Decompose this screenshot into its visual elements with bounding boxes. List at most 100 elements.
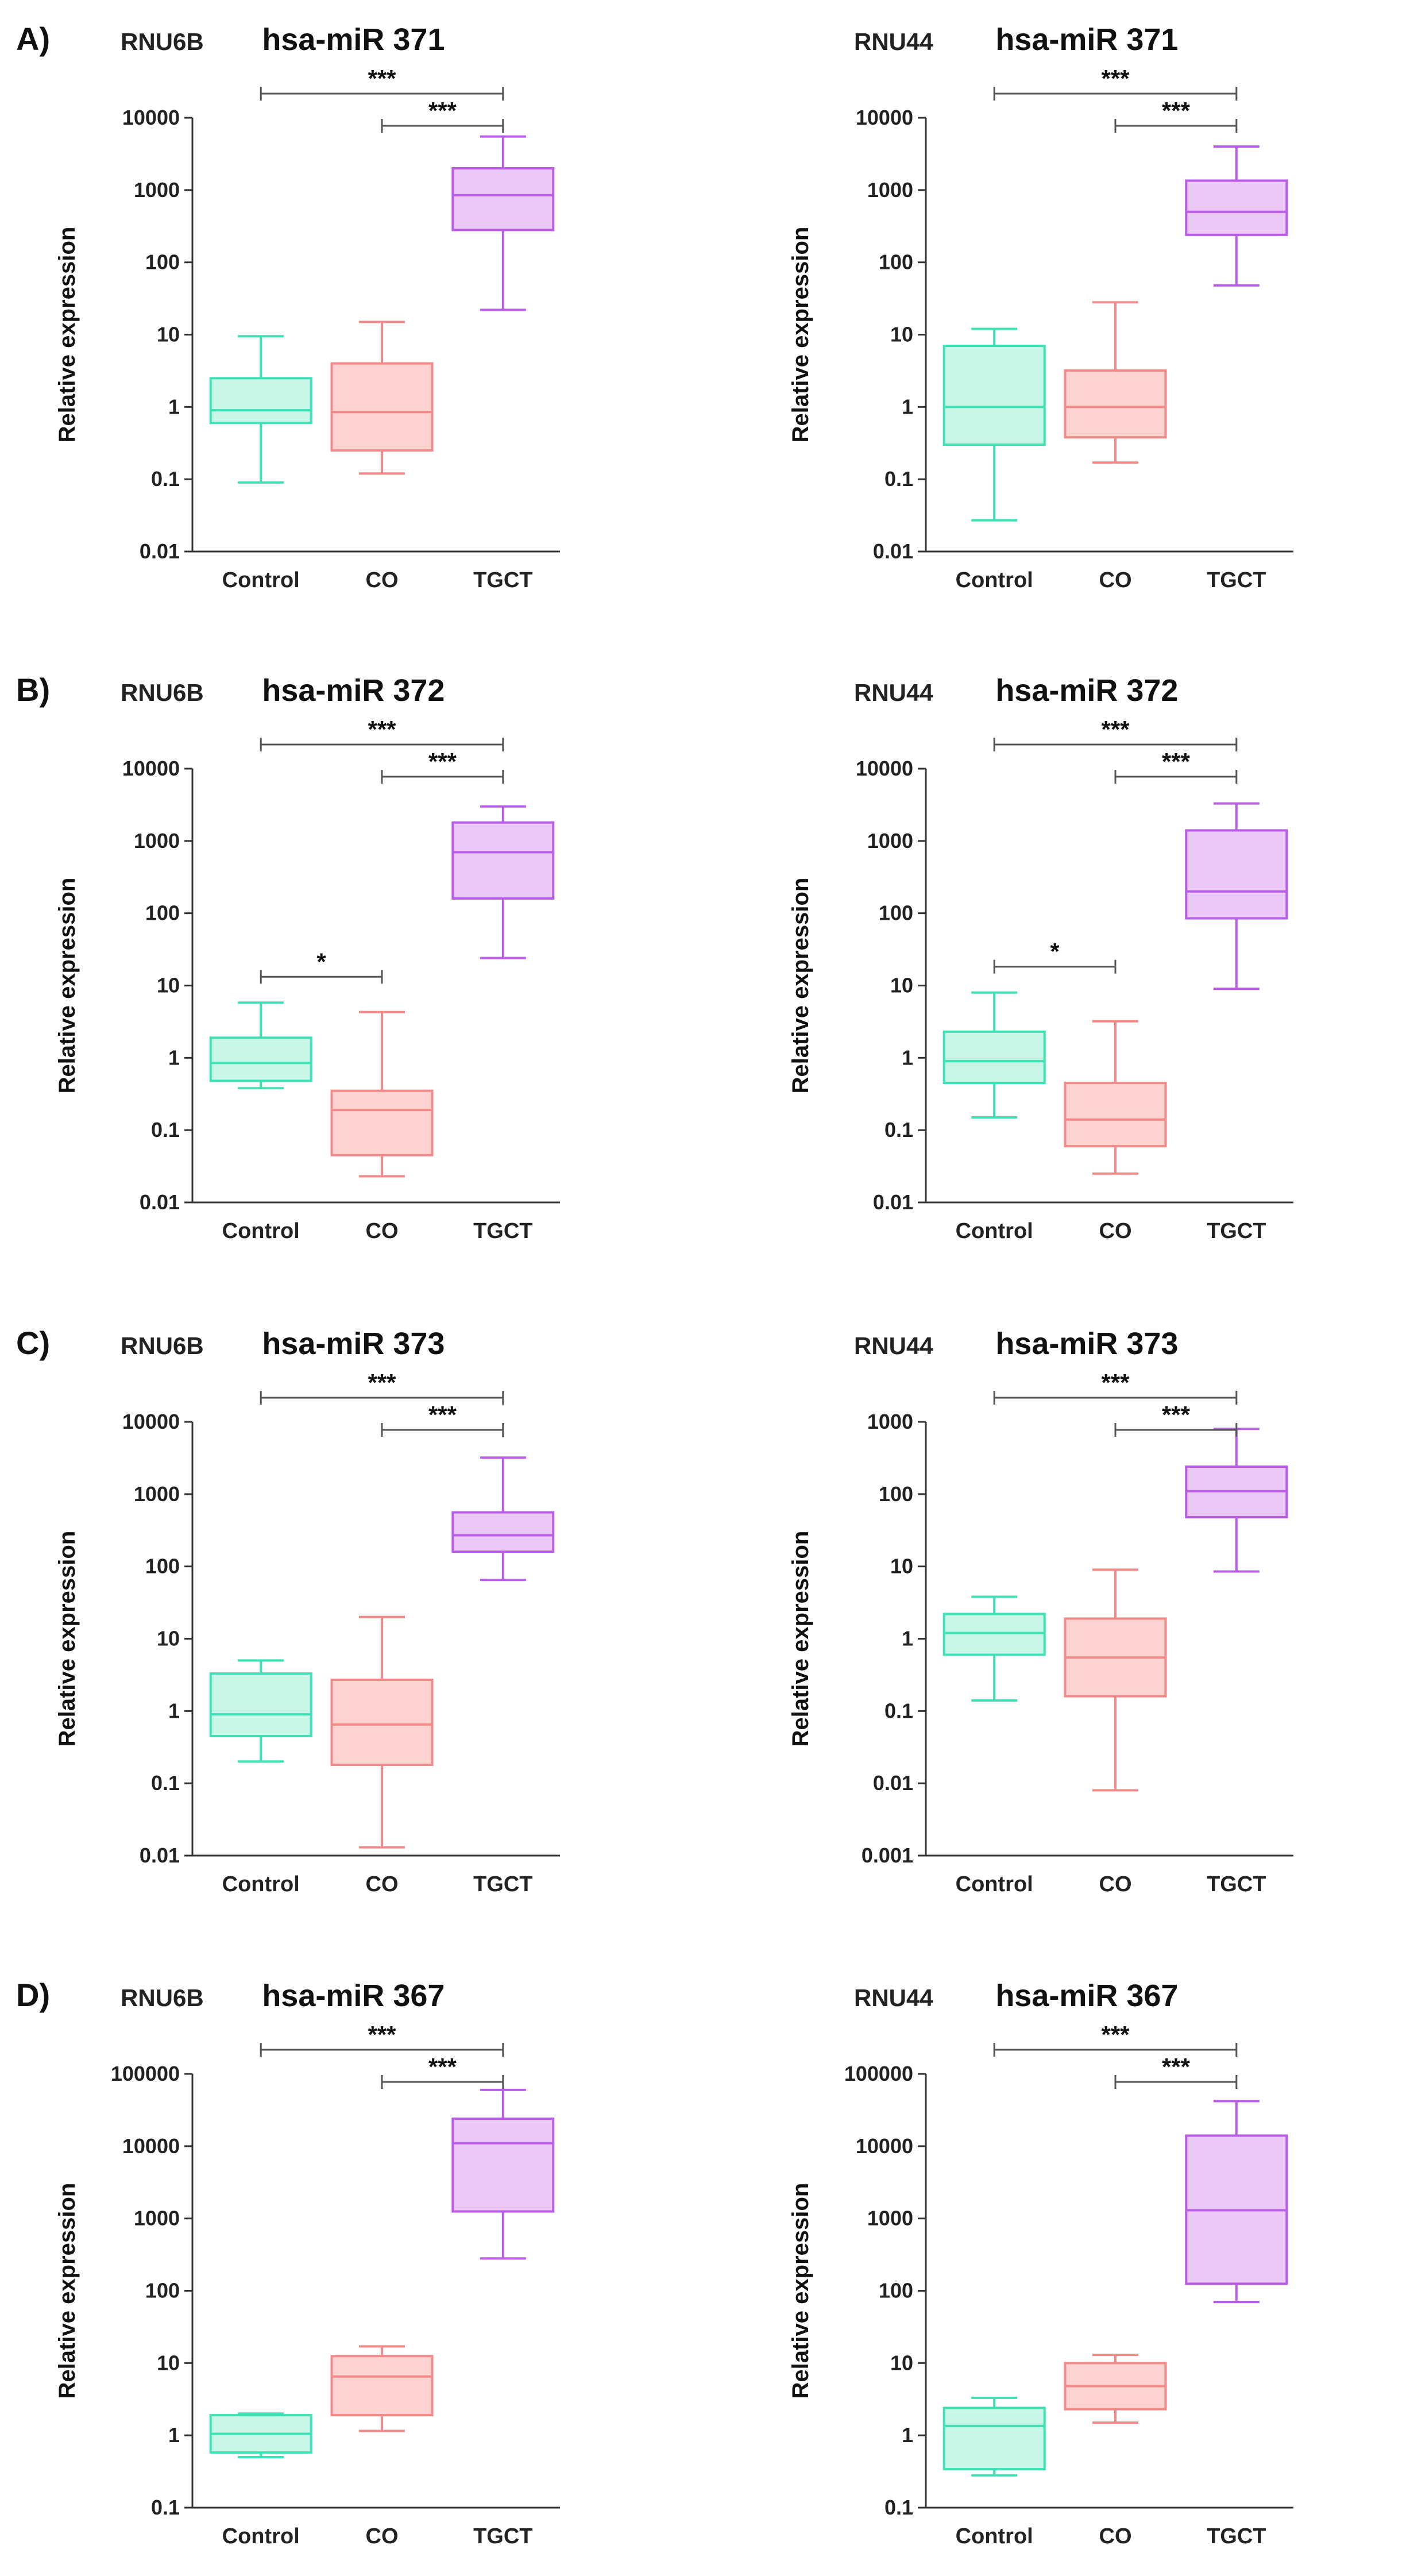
y-tick-label: 1 — [168, 1699, 180, 1722]
y-tick-label: 10000 — [122, 106, 180, 129]
box-iqr — [942, 2407, 1046, 2471]
y-tick-label: 0.1 — [151, 467, 180, 491]
significance-label: *** — [368, 65, 396, 92]
x-category-label: TGCT — [473, 1872, 532, 1896]
y-axis-label: Relative expression — [55, 227, 80, 443]
chart-panel-8: RNU44 hsa-miR 367 Relative expression 0.1 1 1… — [788, 1979, 1293, 2548]
x-category-label: CO — [1099, 1219, 1132, 1243]
box-iqr — [330, 362, 434, 452]
x-category-label: TGCT — [473, 568, 532, 592]
y-tick-label: 0.01 — [873, 1771, 913, 1795]
box-iqr — [209, 1672, 312, 1737]
x-category-label: Control — [956, 2524, 1033, 2548]
y-axis-label: Relative expression — [788, 878, 813, 1094]
chart-panel-2: RNU44 hsa-miR 371 Relative expression 0.01 0… — [788, 22, 1293, 592]
box-iqr — [942, 1030, 1046, 1084]
y-tick-label: 100 — [145, 2279, 180, 2303]
x-category-label: CO — [366, 1219, 399, 1243]
box-iqr — [1064, 369, 1167, 439]
significance-bracket: * — [260, 948, 383, 984]
significance-bracket: *** — [381, 2053, 504, 2089]
y-axis-label: Relative expression — [55, 878, 80, 1094]
panel-label: B) — [16, 672, 50, 708]
x-category-label: TGCT — [473, 1219, 532, 1243]
box-iqr — [942, 1613, 1046, 1656]
chart-title: hsa-miR 371 — [995, 22, 1178, 57]
y-axis-label: Relative expression — [788, 227, 813, 443]
box-control — [942, 991, 1046, 1119]
y-tick-label: 10000 — [122, 1410, 180, 1433]
y-tick-label: 10 — [890, 323, 913, 346]
y-tick-label: 100 — [879, 250, 913, 274]
y-axis-label: Relative expression — [788, 2183, 813, 2399]
y-tick-label: 10 — [890, 974, 913, 997]
y-tick-label: 10 — [157, 2351, 180, 2374]
significance-label: *** — [1101, 716, 1130, 743]
box-control — [209, 335, 312, 484]
y-tick-label: 10 — [157, 323, 180, 346]
y-tick-label: 0.1 — [151, 1118, 180, 1142]
y-tick-label: 10 — [157, 974, 180, 997]
significance-bracket: *** — [260, 716, 504, 751]
significance-label: *** — [428, 1401, 457, 1428]
y-tick-label: 100 — [879, 1482, 913, 1506]
y-tick-label: 100 — [879, 901, 913, 925]
y-tick-label: 10 — [890, 2351, 913, 2374]
significance-label: * — [1050, 938, 1060, 965]
y-tick-label: 100 — [145, 250, 180, 274]
chart-title: hsa-miR 367 — [995, 1979, 1178, 2013]
significance-bracket: *** — [993, 2021, 1238, 2057]
y-tick-label: 0.1 — [884, 2496, 913, 2519]
chart-title: hsa-miR 372 — [262, 673, 445, 708]
x-category-label: TGCT — [1207, 1219, 1266, 1243]
significance-bracket: *** — [381, 748, 504, 784]
chart-panel-5: C) RNU6B hsa-miR 373 Relative expression 0.0… — [16, 1325, 560, 1896]
chart-panel-3: B) RNU6B hsa-miR 372 Relative expression 0.0… — [16, 672, 560, 1243]
y-tick-label: 0.01 — [140, 1844, 180, 1867]
box-tgct — [1185, 2100, 1288, 2303]
significance-label: *** — [368, 2021, 396, 2048]
significance-label: *** — [428, 2053, 457, 2080]
significance-label: *** — [1162, 748, 1191, 775]
box-co — [1064, 2353, 1167, 2424]
box-iqr — [330, 1089, 434, 1156]
x-category-label: Control — [222, 568, 300, 592]
y-tick-label: 1000 — [867, 829, 913, 853]
box-control — [209, 2412, 312, 2459]
significance-label: *** — [1101, 65, 1130, 92]
normalizer-label: RNU6B — [121, 28, 204, 55]
y-tick-label: 0.1 — [884, 1699, 913, 1722]
chart-panel-1: A) RNU6B hsa-miR 371 Relative expression 0.0… — [16, 21, 560, 592]
panel-label: C) — [16, 1325, 50, 1361]
x-category-label: TGCT — [1207, 2524, 1266, 2548]
box-iqr — [209, 377, 312, 425]
y-tick-label: 1 — [168, 2423, 180, 2447]
significance-bracket: *** — [260, 1369, 504, 1405]
significance-bracket: *** — [381, 97, 504, 133]
significance-label: *** — [1101, 2021, 1130, 2048]
chart-title: hsa-miR 371 — [262, 22, 445, 57]
y-tick-label: 10 — [157, 1627, 180, 1651]
box-iqr — [330, 1679, 434, 1767]
box-tgct — [1185, 802, 1288, 990]
y-axis-label: Relative expression — [788, 1531, 813, 1747]
box-iqr — [451, 2117, 555, 2213]
box-control — [209, 1659, 312, 1763]
significance-bracket: *** — [381, 1401, 504, 1437]
y-tick-label: 10 — [890, 1555, 913, 1578]
box-iqr — [1185, 179, 1288, 236]
y-tick-label: 0.1 — [151, 1771, 180, 1795]
box-control — [942, 2396, 1046, 2477]
significance-label: *** — [368, 1369, 396, 1396]
x-category-label: Control — [956, 1219, 1033, 1243]
y-tick-label: 10000 — [122, 757, 180, 780]
box-control — [209, 1001, 312, 1090]
significance-label: *** — [1162, 2053, 1191, 2080]
y-tick-label: 100 — [879, 2279, 913, 2303]
chart-title: hsa-miR 367 — [262, 1979, 445, 2013]
significance-bracket: *** — [260, 2021, 504, 2057]
y-tick-label: 0.01 — [140, 1190, 180, 1214]
x-category-label: CO — [1099, 1872, 1132, 1896]
x-category-label: Control — [956, 568, 1033, 592]
